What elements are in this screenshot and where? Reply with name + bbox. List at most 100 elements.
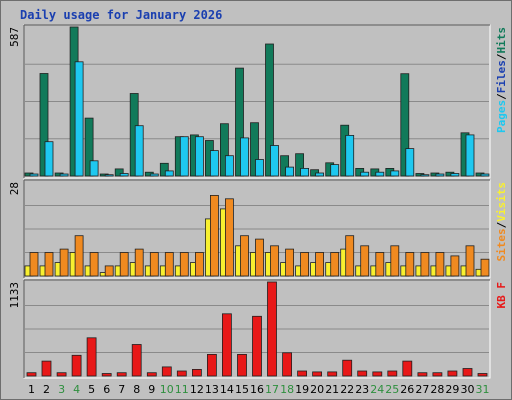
panel-visits-sites: 28 Sites/Visits	[8, 179, 508, 279]
x-tick-label: 8	[133, 383, 140, 396]
x-tick-label: 15	[235, 383, 249, 396]
x-tick-label: 13	[205, 383, 219, 396]
bar-files-day-26	[405, 148, 415, 177]
bar-sites-day-31	[480, 258, 490, 277]
bar-files-day-12	[194, 136, 204, 177]
bar-files-day-21	[330, 164, 340, 177]
bar-kbf-day-23	[357, 370, 368, 377]
y-max-label: 587	[8, 27, 21, 47]
bar-sites-day-29	[450, 255, 460, 277]
x-tick-label: 6	[103, 383, 110, 396]
bar-files-day-13	[209, 150, 219, 177]
bar-files-day-4	[74, 61, 84, 177]
bar-files-day-23	[360, 171, 370, 177]
bar-files-day-25	[390, 170, 400, 177]
bar-kbf-day-27	[417, 372, 428, 377]
bar-sites-day-11	[179, 252, 189, 277]
bar-files-day-20	[315, 172, 325, 177]
bar-sites-day-5	[89, 252, 99, 277]
bar-hits-day-14	[219, 123, 229, 177]
x-tick-label: 21	[325, 383, 339, 396]
bar-files-day-29	[450, 173, 460, 177]
bar-kbf-day-6	[101, 373, 112, 377]
bar-hits-day-17	[265, 43, 274, 177]
bar-files-day-31	[480, 173, 490, 177]
bar-sites-day-24	[375, 252, 385, 277]
bar-hits-day-5	[84, 117, 94, 177]
legend-entry: KB F	[495, 282, 508, 309]
bar-kbf-day-5	[86, 337, 97, 377]
bar-files-day-1	[29, 173, 39, 177]
bar-sites-day-3	[59, 248, 69, 277]
bar-kbf-day-30	[462, 368, 473, 377]
bar-sites-day-7	[119, 252, 129, 277]
bar-files-day-9	[149, 173, 159, 177]
bar-kbf-day-17	[267, 281, 277, 377]
chart-title: Daily usage for January 2026	[20, 8, 222, 22]
x-tick-label: 5	[88, 383, 95, 396]
bar-sites-day-1	[29, 252, 39, 277]
bar-files-day-17	[270, 145, 279, 177]
bar-files-day-8	[134, 125, 144, 177]
bar-kbf-day-24	[372, 371, 383, 377]
x-tick-label: 20	[310, 383, 324, 396]
bar-sites-day-21	[330, 252, 340, 277]
x-tick-label: 17	[265, 383, 279, 396]
bar-hits-day-7	[114, 168, 124, 177]
bar-files-day-7	[119, 173, 129, 177]
y-max-label: 1133	[8, 282, 21, 309]
bar-kbf-day-29	[447, 370, 458, 377]
bar-files-day-5	[89, 160, 99, 177]
bar-sites-day-25	[390, 245, 400, 277]
legend-entry: Sites	[495, 228, 508, 261]
bar-sites-day-14	[224, 198, 234, 277]
bar-hits-day-15	[235, 67, 244, 177]
bar-sites-day-18	[285, 248, 295, 277]
bar-hits-day-16	[250, 122, 259, 177]
bar-kbf-day-3	[56, 372, 67, 377]
bar-kbf-day-15	[237, 353, 247, 377]
bar-files-day-15	[240, 137, 249, 177]
x-tick-label: 14	[220, 383, 234, 396]
bar-files-day-30	[465, 134, 475, 177]
bar-files-day-19	[300, 167, 310, 177]
bar-hits-day-26	[400, 73, 410, 177]
x-tick-label: 7	[118, 383, 125, 396]
x-tick-label: 16	[250, 383, 264, 396]
bar-files-day-27	[420, 174, 430, 177]
bar-kbf-day-19	[297, 370, 308, 377]
x-axis: 1 2 3 4 5 6 7 8 9 10 11 12 13 14 15 16 17 18 19 20 21 22 23 24 2…	[28, 383, 490, 396]
bar-files-day-6	[104, 174, 114, 177]
x-tick-label: 26	[400, 383, 414, 396]
panel-legend: Sites/Visits	[495, 182, 508, 262]
legend-entry: Visits	[495, 182, 508, 222]
bar-kbf-day-8	[131, 344, 142, 377]
bar-files-day-28	[435, 173, 445, 177]
legend-entry: Hits	[495, 27, 508, 54]
x-tick-label: 24	[370, 383, 384, 396]
bar-kbf-day-7	[116, 372, 127, 377]
panel-hits-files: 587 Pages/Files/Hits	[8, 24, 508, 179]
legend-separator: /	[495, 53, 508, 60]
bar-sites-day-2	[44, 252, 54, 277]
x-tick-label: 27	[415, 383, 429, 396]
bar-files-day-11	[179, 136, 189, 177]
x-tick-label: 9	[148, 383, 155, 396]
bar-files-day-24	[375, 171, 385, 177]
bar-sites-day-12	[194, 252, 204, 277]
bar-kbf-day-12	[191, 368, 202, 377]
bar-files-day-18	[285, 166, 295, 177]
bar-kbf-day-28	[432, 372, 443, 377]
bar-sites-day-28	[435, 252, 445, 277]
x-tick-label: 1	[28, 383, 35, 396]
panel-legend: KB F	[495, 282, 508, 309]
bar-sites-day-26	[405, 252, 415, 277]
bar-sites-day-27	[420, 252, 430, 277]
legend-entry: Files	[495, 60, 508, 93]
bar-files-day-10	[164, 170, 174, 177]
x-tick-label: 25	[385, 383, 399, 396]
legend-text: Pages/Files/Hits	[495, 27, 508, 133]
bar-sites-day-16	[255, 238, 264, 277]
